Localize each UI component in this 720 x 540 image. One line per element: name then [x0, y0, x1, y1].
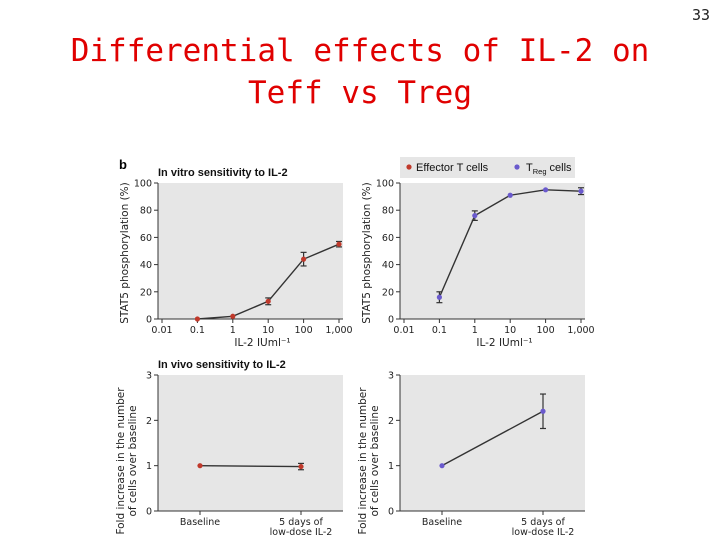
in-vivo-effector-y-tick-label: 3	[146, 371, 152, 382]
in-vitro-effector-y-tick-label: 40	[140, 260, 152, 271]
in-vivo-treg-y-label-line1: Fold increase in the number	[357, 387, 369, 535]
panel-letter: b	[119, 157, 127, 172]
in-vivo-effector-x-tick-label-line: Baseline	[180, 517, 220, 528]
in-vitro-effector-y-tick-label: 20	[140, 287, 152, 298]
in-vitro-treg-data-point	[507, 192, 513, 198]
in-vitro-effector-y-label: STAT5 phosphorylation (%)	[119, 182, 131, 324]
in-vitro-effector-x-tick-label: 10	[262, 325, 274, 336]
in-vivo-treg-y-tick-label: 0	[388, 507, 394, 518]
in-vitro-treg-x-tick-label: 1,000	[567, 325, 594, 336]
legend-box	[400, 157, 575, 178]
in-vivo-treg-plot-area	[400, 375, 585, 511]
legend-treg-prefix: T	[526, 162, 533, 174]
in-vitro-effector-x-tick-label: 100	[295, 325, 313, 336]
in-vitro-effector-x-label: IL-2 IUml⁻¹	[234, 337, 290, 349]
in-vitro-effector-x-tick-label: 1	[230, 325, 236, 336]
in-vitro-treg-y-tick-label: 60	[382, 233, 394, 244]
in-vitro-effector-data-point	[230, 313, 236, 319]
in-vivo-effector-series-line	[199, 464, 302, 468]
in-vivo-effector-y-tick-label: 1	[146, 461, 152, 472]
in-vitro-treg-y-tick-label: 20	[382, 287, 394, 298]
in-vivo-effector-y-tick-label: 2	[146, 416, 152, 427]
in-vitro-treg-y-label: STAT5 phosphorylation (%)	[361, 182, 373, 324]
in-vivo-treg-y-tick-label: 2	[388, 416, 394, 427]
in-vitro-treg-x-tick-label: 1	[472, 325, 478, 336]
in-vitro-effector-data-point	[265, 298, 271, 304]
in-vitro-effector-y-tick-label: 60	[140, 233, 152, 244]
in-vitro-treg-y-tick-label: 0	[388, 315, 394, 326]
in-vivo-treg-y-tick-label: 3	[388, 371, 394, 382]
in-vivo-treg-x-tick-label-line: Baseline	[422, 517, 462, 528]
title-line-2: Teff vs Treg	[248, 75, 472, 111]
in-vitro-effector-x-tick-label: 0.01	[151, 325, 172, 336]
in-vitro-treg-y-tick-label: 100	[376, 179, 394, 190]
in-vivo-treg-x-tick-label: 5 days of low-dose IL-2	[512, 517, 575, 538]
in-vivo-effector-y-tick-label: 0	[146, 507, 152, 518]
in-vivo-effector-plot-area	[158, 375, 343, 511]
in-vitro-treg-x-tick-label: 0.1	[432, 325, 447, 336]
in-vitro-effector-data-point	[301, 256, 307, 262]
in-vivo-effector-data-point	[298, 463, 304, 470]
in-vitro-treg-x-label: IL-2 IUml⁻¹	[476, 337, 532, 349]
legend-effector-marker	[406, 164, 412, 170]
in-vitro-section-title: In vitro sensitivity to IL-2	[158, 167, 288, 179]
in-vivo-effector-x-tick-label: 5 days of low-dose IL-2	[270, 517, 333, 538]
legend-treg-marker	[514, 164, 520, 170]
legend-treg-label: TReg cells	[526, 162, 572, 176]
in-vivo-treg-data-point	[439, 463, 445, 469]
in-vivo-treg-series-line	[441, 410, 544, 467]
in-vitro-treg-plot-area	[400, 183, 585, 319]
in-vivo-treg-x-tick-label: Baseline	[422, 517, 462, 528]
in-vitro-effector-data-point	[194, 316, 200, 322]
in-vivo-effector-x-tick-label-line: 5 days of	[279, 517, 323, 528]
in-vivo-effector-y-label-line2: of cells over baseline	[127, 405, 139, 516]
legend-treg-subscript: Reg	[533, 167, 547, 176]
in-vitro-treg-x-tick-label: 10	[504, 325, 516, 336]
in-vitro-effector-y-tick-label: 100	[134, 179, 152, 190]
in-vivo-effector-x-tick-label-line: low-dose IL-2	[270, 527, 333, 538]
in-vivo-treg-data-point	[540, 408, 546, 414]
in-vivo-effector-x-tick-label: Baseline	[180, 517, 220, 528]
legend-treg-suffix: cells	[547, 162, 573, 174]
in-vitro-treg-x-tick-label: 100	[537, 325, 555, 336]
in-vitro-treg-data-point	[436, 294, 442, 300]
in-vitro-treg-data-point	[543, 187, 549, 193]
in-vivo-treg-y-label-line2: of cells over baseline	[369, 405, 381, 516]
in-vivo-effector-data-point	[197, 463, 203, 469]
legend: Effector T cells TReg cells	[400, 157, 575, 178]
legend-effector-label: Effector T cells	[416, 162, 489, 174]
in-vitro-treg-y-tick-label: 80	[382, 206, 394, 217]
in-vivo-treg-y-tick-label: 1	[388, 461, 394, 472]
in-vitro-effector-x-tick-label: 1,000	[325, 325, 352, 336]
in-vitro-effector-x-tick-label: 0.1	[190, 325, 205, 336]
in-vitro-treg-data-point	[578, 188, 584, 194]
in-vitro-effector-y-tick-label: 0	[146, 315, 152, 326]
title-line-1: Differential effects of IL-2 on	[70, 33, 650, 69]
in-vitro-treg-y-tick-label: 40	[382, 260, 394, 271]
in-vitro-effector-y-tick-label: 80	[140, 206, 152, 217]
page-number: 33	[691, 6, 710, 24]
in-vivo-treg-x-tick-label-line: 5 days of	[521, 517, 565, 528]
in-vivo-treg-x-tick-label-line: low-dose IL-2	[512, 527, 575, 538]
in-vitro-treg-data-point	[472, 213, 478, 219]
slide-title: Differential effects of IL-2 on Teff vs …	[0, 30, 720, 114]
in-vitro-effector-data-point	[336, 241, 342, 247]
in-vivo-section-title: In vivo sensitivity to IL-2	[158, 359, 286, 371]
in-vivo-effector-y-label-line1: Fold increase in the number	[115, 387, 127, 535]
in-vitro-effector-plot-area	[158, 183, 343, 319]
in-vitro-treg-x-tick-label: 0.01	[393, 325, 414, 336]
